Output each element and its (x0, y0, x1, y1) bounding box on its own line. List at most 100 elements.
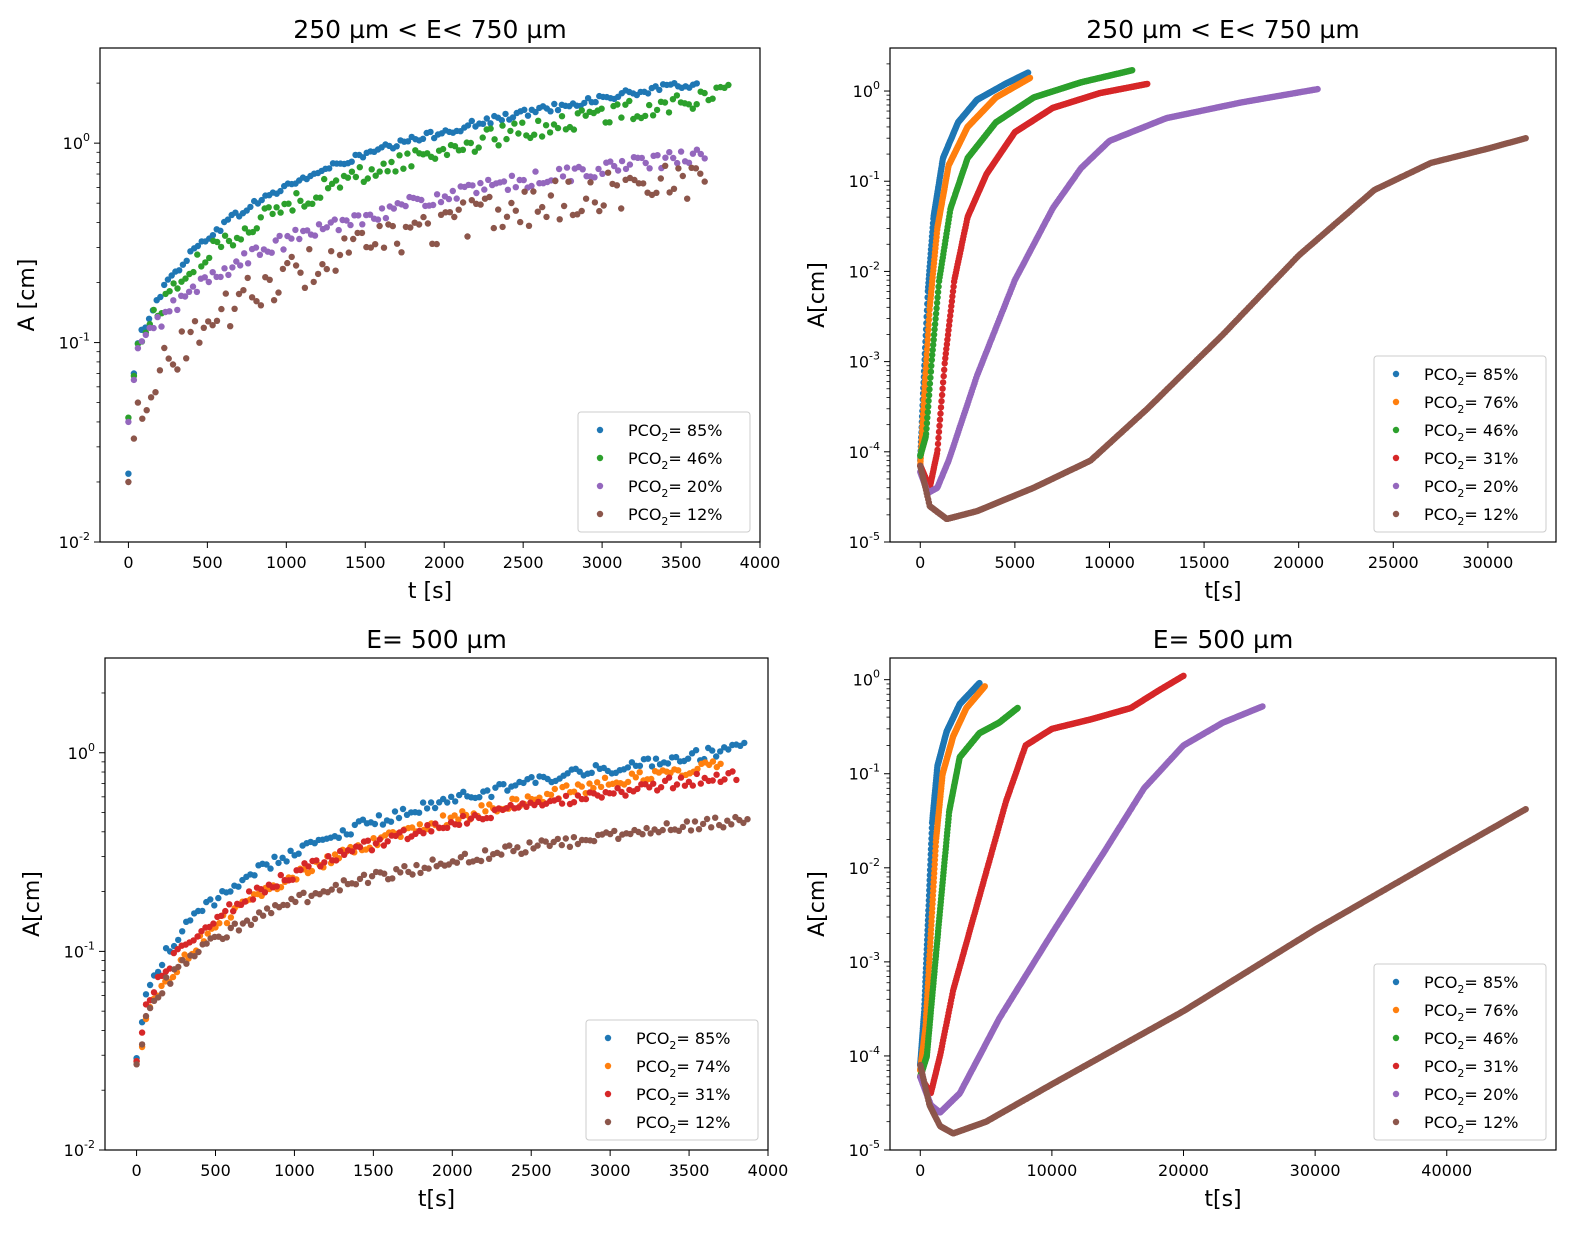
data-point (229, 264, 236, 271)
data-point (196, 339, 203, 346)
data-point (181, 951, 188, 958)
data-point (542, 838, 549, 845)
data-point (263, 861, 270, 868)
data-point (697, 780, 704, 787)
data-point (455, 816, 462, 823)
data-point (146, 981, 154, 989)
data-point (701, 178, 708, 185)
plot-frame (889, 47, 1557, 543)
y-tick-label: 10-1 (59, 331, 90, 353)
data-point (528, 182, 535, 190)
data-point (432, 820, 439, 827)
data-point (244, 260, 252, 267)
data-point (528, 774, 535, 781)
data-point (703, 815, 711, 823)
data-point (508, 172, 516, 179)
data-point (708, 824, 715, 831)
data-point (419, 135, 427, 142)
series-46pct (917, 704, 1021, 1081)
x-tick-label: 30000 (1462, 553, 1513, 572)
data-point (161, 344, 168, 352)
y-tick-label: 10-1 (849, 169, 880, 191)
data-point (459, 146, 467, 153)
data-point (158, 982, 165, 990)
data-point (221, 265, 228, 272)
data-point (158, 323, 165, 330)
legend-marker (1392, 454, 1400, 462)
legend-entry: PCO2= 74% (636, 1057, 730, 1080)
data-point (417, 869, 424, 877)
data-point (477, 857, 485, 865)
data-point (504, 787, 511, 794)
data-point (574, 211, 581, 218)
data-point (241, 250, 248, 257)
legend-marker (596, 510, 604, 518)
data-point (341, 235, 348, 242)
data-point (356, 843, 364, 851)
data-point (923, 360, 930, 367)
data-point (313, 857, 320, 864)
data-point (563, 164, 571, 171)
data-point (923, 351, 930, 358)
data-point (155, 994, 162, 1001)
legend-marker (604, 1062, 612, 1070)
data-point (226, 901, 233, 908)
x-tick-label: 1000 (266, 553, 307, 572)
data-point (934, 440, 942, 448)
x-tick-label: 0 (131, 1161, 141, 1180)
x-tick-label: 2000 (424, 553, 465, 572)
legend-entry: PCO2= 46% (628, 449, 722, 472)
data-point (134, 345, 142, 352)
data-point (419, 799, 427, 806)
data-point (936, 422, 943, 429)
data-point (227, 924, 234, 932)
data-point (142, 1012, 150, 1020)
data-point (348, 848, 356, 855)
data-point (198, 263, 205, 270)
data-point (531, 131, 538, 138)
data-point (253, 225, 260, 232)
data-point (740, 819, 747, 827)
data-point (267, 865, 274, 872)
data-point (336, 887, 343, 894)
data-point (610, 790, 617, 797)
data-point (308, 867, 316, 875)
data-point (574, 840, 582, 848)
x-tick-label: 4000 (740, 553, 781, 572)
data-point (473, 189, 480, 197)
data-point (214, 238, 221, 246)
data-point (231, 920, 238, 927)
data-point (190, 268, 197, 276)
data-point (398, 249, 405, 256)
data-point (451, 143, 459, 150)
data-point (551, 100, 558, 108)
x-tick-label: 15000 (1179, 553, 1230, 572)
data-point (257, 302, 265, 309)
y-axis-label: A [cm] (15, 259, 40, 332)
data-point (1259, 703, 1266, 710)
data-point (427, 799, 435, 806)
data-point (409, 871, 416, 878)
data-point (928, 830, 935, 837)
data-point (237, 236, 245, 243)
data-point (479, 120, 487, 128)
data-point (304, 898, 311, 906)
data-point (165, 355, 172, 362)
data-point (650, 780, 657, 787)
data-point (679, 172, 686, 180)
data-point (292, 262, 300, 269)
data-point (292, 898, 299, 906)
x-axis-label: t[s] (1204, 579, 1241, 604)
data-point (618, 157, 626, 165)
data-point (343, 217, 350, 224)
data-point (590, 784, 597, 792)
data-point (222, 290, 229, 297)
data-point (485, 176, 492, 184)
legend-entry: PCO2= 85% (1424, 365, 1518, 388)
data-point (285, 200, 292, 207)
data-point (691, 818, 699, 825)
data-point (578, 783, 585, 790)
data-point (391, 808, 399, 815)
data-point (626, 161, 634, 168)
data-point (453, 859, 461, 866)
